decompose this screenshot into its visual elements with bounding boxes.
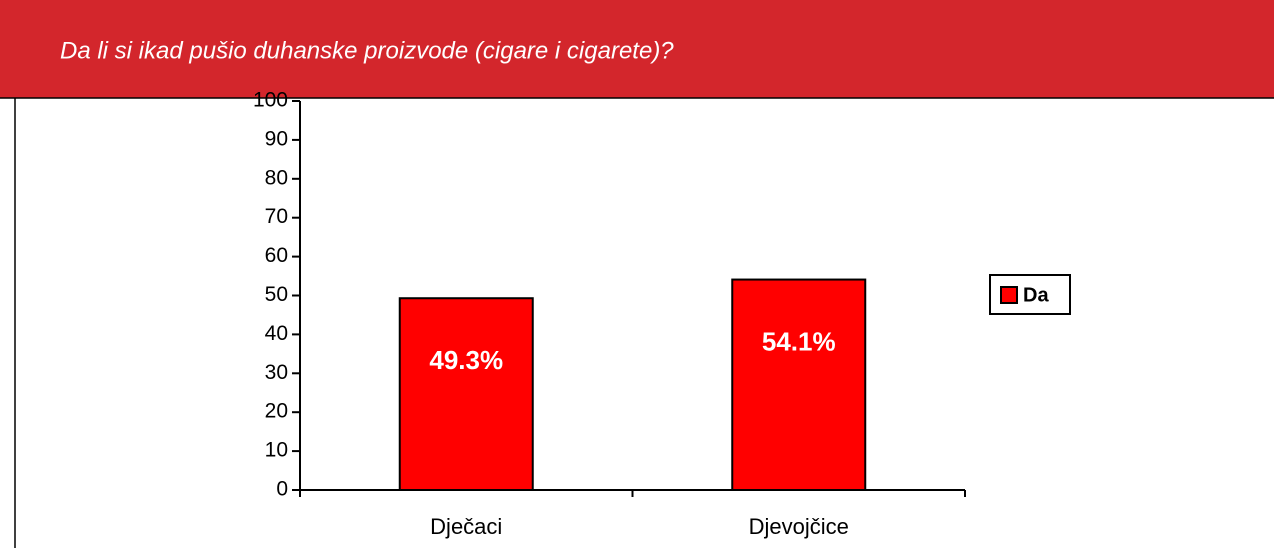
y-tick-label: 70	[265, 205, 288, 228]
bar	[398, 297, 534, 491]
y-tick-label: 0	[276, 478, 288, 501]
y-tick-label: 20	[265, 400, 288, 423]
data-label: 49.3%	[429, 345, 503, 375]
y-tick-label: 100	[253, 89, 288, 112]
y-tick-label: 10	[265, 439, 288, 462]
data-label: 54.1%	[762, 326, 836, 356]
legend-label: Da	[1023, 284, 1049, 306]
chart-title: Da li si ikad pušio duhanske proizvode (…	[60, 37, 674, 64]
y-tick-label: 90	[265, 127, 288, 150]
y-tick-label: 60	[265, 244, 288, 267]
x-tick-label: Djevojčice	[749, 514, 849, 539]
y-tick-label: 30	[265, 361, 288, 384]
header	[0, 0, 1274, 98]
bar	[731, 278, 867, 491]
y-tick-label: 50	[265, 283, 288, 306]
legend-swatch	[1000, 286, 1018, 304]
x-tick-label: Dječaci	[430, 514, 502, 539]
y-tick-label: 80	[265, 166, 288, 189]
y-tick-label: 40	[265, 322, 288, 345]
